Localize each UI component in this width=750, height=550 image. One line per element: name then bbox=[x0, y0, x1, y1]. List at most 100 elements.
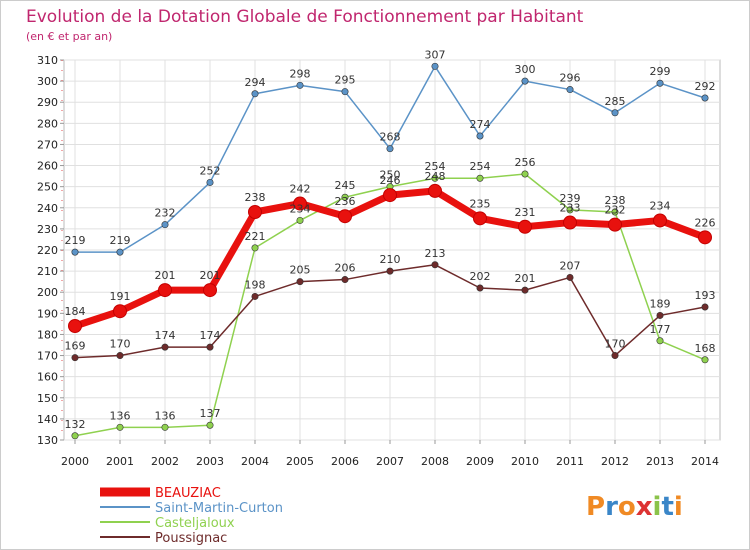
logo-letter: t bbox=[661, 492, 673, 522]
point-saint-martin-curton bbox=[656, 79, 664, 87]
point-poussignac bbox=[521, 286, 529, 294]
data-label-casteljaloux: 177 bbox=[650, 323, 671, 336]
point-poussignac bbox=[116, 352, 124, 360]
point-saint-martin-curton bbox=[386, 145, 394, 153]
data-label-casteljaloux: 221 bbox=[245, 230, 266, 243]
x-tick-label: 2002 bbox=[151, 455, 179, 468]
data-label-beauziac: 248 bbox=[425, 170, 446, 183]
data-label-poussignac: 207 bbox=[560, 259, 581, 272]
proxiti-logo: Proxiti bbox=[586, 492, 683, 522]
data-label-beauziac: 201 bbox=[200, 269, 221, 282]
point-saint-martin-curton bbox=[206, 178, 214, 186]
x-tick-label: 2003 bbox=[196, 455, 224, 468]
point-beauziac bbox=[608, 217, 622, 232]
y-tick-label: 150 bbox=[37, 392, 58, 405]
data-label-poussignac: 205 bbox=[290, 264, 311, 277]
axes: 1301401501601701801902002102202302402502… bbox=[37, 54, 719, 468]
x-tick-label: 2012 bbox=[601, 455, 629, 468]
y-tick-label: 180 bbox=[37, 328, 58, 341]
data-label-casteljaloux: 234 bbox=[290, 202, 311, 215]
data-label-saint-martin-curton: 219 bbox=[110, 234, 131, 247]
legend-label-beauziac: BEAUZIAC bbox=[155, 486, 221, 501]
point-beauziac bbox=[383, 188, 397, 203]
y-tick-label: 260 bbox=[37, 160, 58, 173]
data-label-saint-martin-curton: 300 bbox=[515, 63, 536, 76]
data-label-casteljaloux: 256 bbox=[515, 156, 536, 169]
chart-subtitle: (en € et par an) bbox=[26, 30, 112, 43]
data-label-poussignac: 193 bbox=[695, 289, 716, 302]
y-tick-label: 200 bbox=[37, 286, 58, 299]
point-beauziac bbox=[158, 283, 172, 298]
y-tick-label: 190 bbox=[37, 307, 58, 320]
x-tick-label: 2007 bbox=[376, 455, 404, 468]
logo-letter: x bbox=[636, 492, 653, 522]
data-label-beauziac: 201 bbox=[155, 269, 176, 282]
x-tick-label: 2013 bbox=[646, 455, 674, 468]
y-tick-label: 140 bbox=[37, 413, 58, 426]
point-saint-martin-curton bbox=[161, 221, 169, 229]
x-tick-label: 2014 bbox=[691, 455, 719, 468]
y-tick-label: 130 bbox=[37, 434, 58, 447]
point-poussignac bbox=[161, 343, 169, 351]
x-tick-label: 2006 bbox=[331, 455, 359, 468]
point-casteljaloux bbox=[521, 170, 529, 178]
point-saint-martin-curton bbox=[476, 132, 484, 140]
point-saint-martin-curton bbox=[71, 248, 79, 256]
data-label-casteljaloux: 137 bbox=[200, 407, 221, 420]
series-group bbox=[68, 62, 712, 440]
data-label-casteljaloux: 136 bbox=[110, 409, 131, 422]
point-beauziac bbox=[338, 209, 352, 224]
chart-title: Evolution de la Dotation Globale de Fonc… bbox=[26, 7, 584, 27]
point-casteljaloux bbox=[566, 206, 574, 214]
data-label-saint-martin-curton: 295 bbox=[335, 74, 356, 87]
data-label-casteljaloux: 254 bbox=[425, 160, 446, 173]
data-label-casteljaloux: 168 bbox=[695, 342, 716, 355]
data-labels: 219 219 232 252 294 298 295 268 307 274 300 296 285 2… bbox=[65, 48, 716, 430]
x-tick-label: 2010 bbox=[511, 455, 539, 468]
point-saint-martin-curton bbox=[611, 109, 619, 117]
point-beauziac bbox=[653, 213, 667, 228]
point-beauziac bbox=[248, 205, 262, 219]
x-tick-label: 2005 bbox=[286, 455, 314, 468]
data-label-casteljaloux: 254 bbox=[470, 160, 491, 173]
point-saint-martin-curton bbox=[521, 77, 529, 85]
data-label-poussignac: 213 bbox=[425, 247, 446, 260]
point-saint-martin-curton bbox=[251, 90, 259, 98]
point-poussignac bbox=[476, 284, 484, 292]
y-tick-label: 170 bbox=[37, 350, 58, 363]
data-label-saint-martin-curton: 252 bbox=[200, 164, 221, 177]
x-tick-label: 2008 bbox=[421, 455, 449, 468]
logo-letter: o bbox=[618, 492, 636, 522]
data-label-saint-martin-curton: 268 bbox=[380, 131, 401, 144]
point-casteljaloux bbox=[206, 421, 214, 429]
point-casteljaloux bbox=[656, 337, 664, 345]
data-label-beauziac: 234 bbox=[650, 199, 671, 212]
legend-label-poussignac: Poussignac bbox=[155, 531, 227, 546]
point-poussignac bbox=[296, 278, 304, 286]
point-casteljaloux bbox=[161, 423, 169, 431]
data-label-beauziac: 184 bbox=[65, 305, 86, 318]
legend: BEAUZIACSaint-Martin-CurtonCasteljalouxP… bbox=[100, 486, 283, 546]
data-label-beauziac: 242 bbox=[290, 183, 311, 196]
point-beauziac bbox=[428, 183, 442, 198]
point-beauziac bbox=[518, 219, 532, 234]
data-label-casteljaloux: 136 bbox=[155, 409, 176, 422]
point-casteljaloux bbox=[431, 174, 439, 182]
data-label-poussignac: 206 bbox=[335, 262, 356, 275]
y-tick-label: 280 bbox=[37, 117, 58, 130]
data-label-saint-martin-curton: 296 bbox=[560, 72, 581, 85]
data-label-saint-martin-curton: 285 bbox=[605, 95, 626, 108]
data-label-saint-martin-curton: 299 bbox=[650, 65, 671, 78]
point-beauziac bbox=[68, 319, 82, 333]
point-poussignac bbox=[656, 311, 664, 319]
point-poussignac bbox=[701, 303, 709, 311]
point-beauziac bbox=[473, 211, 487, 226]
data-label-casteljaloux: 132 bbox=[65, 418, 86, 431]
point-beauziac bbox=[293, 196, 307, 211]
point-casteljaloux bbox=[476, 174, 484, 182]
x-tick-label: 2001 bbox=[106, 455, 134, 468]
point-saint-martin-curton bbox=[701, 94, 709, 102]
y-tick-label: 240 bbox=[37, 202, 58, 215]
